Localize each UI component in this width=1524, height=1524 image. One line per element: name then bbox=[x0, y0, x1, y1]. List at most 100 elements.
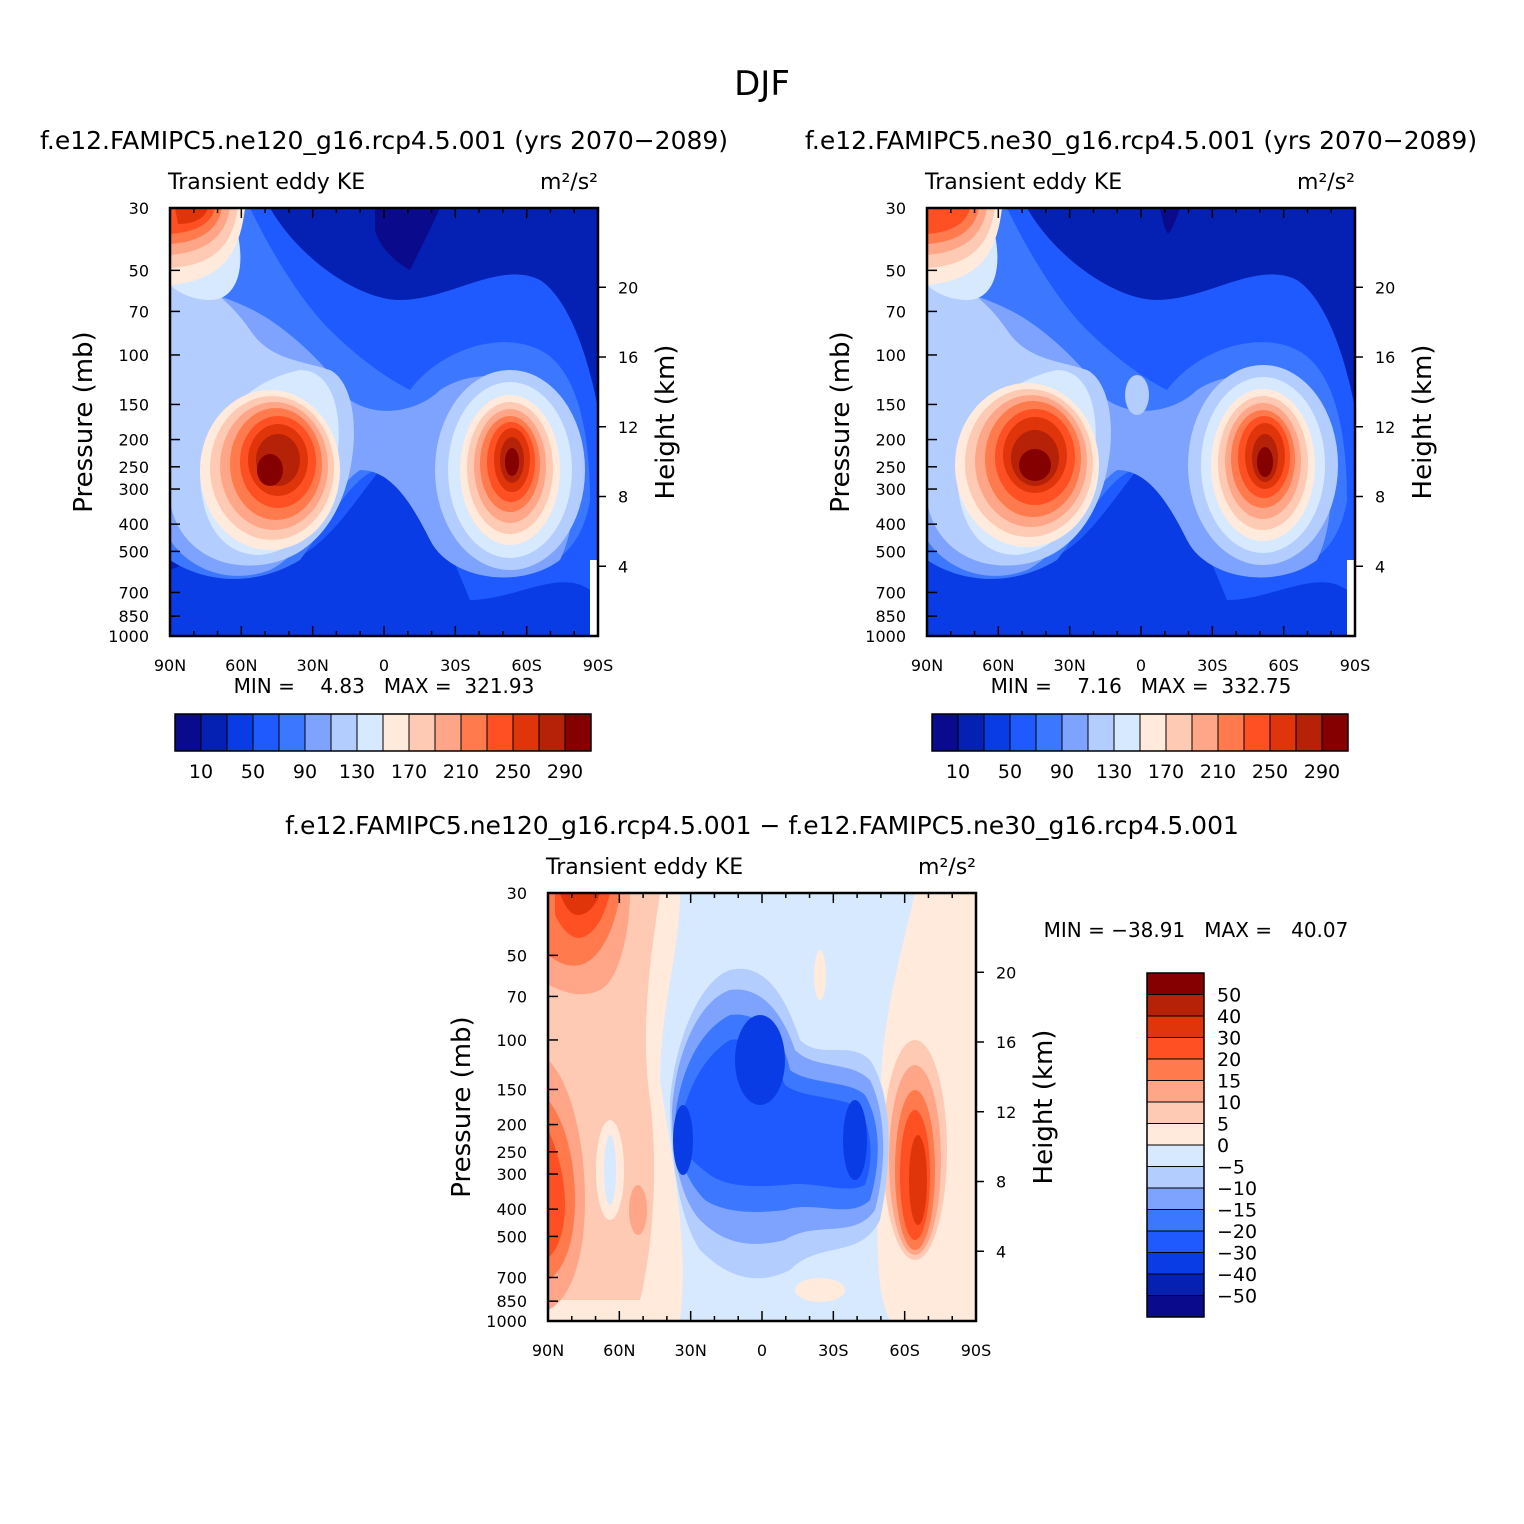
y-tick-label: 50 bbox=[129, 261, 149, 280]
x-tick-label: 60N bbox=[982, 656, 1014, 675]
y-tick-label: 850 bbox=[118, 607, 149, 626]
colorbar-label: −30 bbox=[1217, 1243, 1257, 1265]
x-tick-label: 30S bbox=[440, 656, 471, 675]
missing-data-mask bbox=[590, 560, 598, 636]
x-tick-label: 90N bbox=[911, 656, 943, 675]
y2-axis-label: Height (km) bbox=[1408, 345, 1438, 500]
colorbar-swatch bbox=[931, 713, 959, 752]
colorbar-label: 5 bbox=[1217, 1114, 1229, 1136]
y-tick-label: 30 bbox=[129, 199, 149, 218]
colorbar-label: 10 bbox=[946, 761, 970, 783]
colorbar-frame bbox=[931, 713, 1349, 752]
y-tick-label: 400 bbox=[118, 515, 149, 534]
y2-tick-label: 8 bbox=[996, 1173, 1006, 1192]
y2-tick-label: 4 bbox=[618, 557, 628, 576]
colorbar-swatch bbox=[1146, 1080, 1205, 1103]
y2-tick-label: 16 bbox=[996, 1033, 1016, 1052]
colorbar-swatch bbox=[226, 713, 254, 752]
x-tick-label: 30S bbox=[1197, 656, 1228, 675]
x-tick-label: 0 bbox=[757, 1341, 767, 1360]
colorbar-swatch bbox=[983, 713, 1011, 752]
colorbar-swatch bbox=[1061, 713, 1089, 752]
colorbar-label: 0 bbox=[1217, 1135, 1229, 1157]
colorbar-label: −50 bbox=[1217, 1286, 1257, 1308]
contour-band bbox=[909, 1135, 927, 1225]
x-tick-label: 90S bbox=[961, 1341, 992, 1360]
colorbar-swatch bbox=[1146, 1187, 1205, 1210]
y2-tick-label: 4 bbox=[996, 1242, 1006, 1261]
colorbar-label: −5 bbox=[1217, 1157, 1245, 1179]
colorbar-swatch bbox=[1146, 1166, 1205, 1189]
colorbar-frame bbox=[174, 713, 592, 752]
y-axis-label: Pressure (mb) bbox=[447, 1016, 477, 1197]
colorbar-swatch bbox=[1146, 1123, 1205, 1146]
y2-tick-label: 12 bbox=[996, 1103, 1016, 1122]
colorbar-swatch bbox=[356, 713, 384, 752]
contour-band bbox=[735, 1015, 785, 1105]
x-tick-label: 90N bbox=[154, 656, 186, 675]
y-tick-label: 250 bbox=[875, 458, 906, 477]
stratosphere-north bbox=[927, 208, 1002, 285]
panel-units-label: m²/s² bbox=[1297, 170, 1355, 195]
colorbar-swatch bbox=[278, 713, 306, 752]
y-tick-label: 250 bbox=[118, 458, 149, 477]
panel-units-label: m²/s² bbox=[540, 170, 598, 195]
panel-difference: f.e12.FAMIPC5.ne120_g16.rcp4.5.001 − f.e… bbox=[285, 811, 1348, 1360]
y2-tick-label: 8 bbox=[618, 488, 628, 507]
colorbar-swatch bbox=[1087, 713, 1115, 752]
contour-band bbox=[1019, 449, 1051, 481]
x-tick-label: 90N bbox=[532, 1341, 564, 1360]
colorbar-label: 50 bbox=[241, 761, 265, 783]
x-ticks: 90N 60N 30N 0 30S 60S 90S bbox=[911, 208, 1370, 675]
colorbar-swatch bbox=[564, 713, 592, 752]
colorbar-swatch bbox=[1146, 1252, 1205, 1275]
colorbar-swatch bbox=[1243, 713, 1271, 752]
contour-band bbox=[505, 448, 519, 476]
contour-band bbox=[604, 1135, 616, 1205]
contour-band bbox=[680, 1039, 871, 1189]
colorbar-label: 170 bbox=[1148, 761, 1184, 783]
colorbar-swatch bbox=[252, 713, 280, 752]
contour-field bbox=[927, 208, 1355, 636]
y-axis-label: Pressure (mb) bbox=[69, 331, 99, 512]
y-tick-label: 100 bbox=[496, 1031, 527, 1050]
jet-core-south bbox=[1211, 389, 1315, 541]
colorbar: 10 50 90 130 170 210 250 290 bbox=[174, 713, 592, 783]
colorbar-swatch bbox=[174, 713, 202, 752]
contour-band bbox=[560, 893, 600, 915]
y-tick-label: 50 bbox=[886, 261, 906, 280]
colorbar-swatch bbox=[434, 713, 462, 752]
y-tick-label: 300 bbox=[118, 480, 149, 499]
contour-band bbox=[1160, 208, 1180, 234]
x-tick-label: 30S bbox=[818, 1341, 849, 1360]
panel-left-label: Transient eddy KE bbox=[924, 170, 1122, 195]
x-tick-label: 90S bbox=[1340, 656, 1371, 675]
x-ticks: 90N 60N 30N 0 30S 60S 90S bbox=[532, 893, 991, 1360]
colorbar-label: 250 bbox=[495, 761, 531, 783]
contour-band bbox=[548, 1130, 565, 1258]
y2-ticks: 4 8 12 16 20 bbox=[598, 278, 638, 576]
x-tick-label: 60S bbox=[511, 656, 542, 675]
colorbar-swatch bbox=[382, 713, 410, 752]
jet-core-north bbox=[955, 383, 1099, 547]
y2-tick-label: 12 bbox=[618, 418, 638, 437]
y-tick-label: 70 bbox=[507, 987, 527, 1006]
colorbar-swatch bbox=[1146, 1037, 1205, 1060]
colorbar-swatch bbox=[1146, 1209, 1205, 1232]
x-tick-label: 30N bbox=[675, 1341, 707, 1360]
colorbar-swatch bbox=[460, 713, 488, 752]
colorbar-swatch bbox=[1113, 713, 1141, 752]
y2-ticks: 4 8 12 16 20 bbox=[976, 963, 1016, 1261]
colorbar-label: 210 bbox=[1200, 761, 1236, 783]
colorbar-swatch bbox=[1217, 713, 1245, 752]
y-tick-label: 50 bbox=[507, 946, 527, 965]
colorbar-label: 50 bbox=[1217, 985, 1241, 1007]
colorbar-swatch bbox=[408, 713, 436, 752]
y-tick-label: 850 bbox=[496, 1292, 527, 1311]
y-axis-label: Pressure (mb) bbox=[826, 331, 856, 512]
y2-tick-label: 16 bbox=[618, 348, 638, 367]
colorbar-label: 90 bbox=[293, 761, 317, 783]
y-tick-label: 200 bbox=[118, 431, 149, 450]
x-tick-label: 60S bbox=[889, 1341, 920, 1360]
